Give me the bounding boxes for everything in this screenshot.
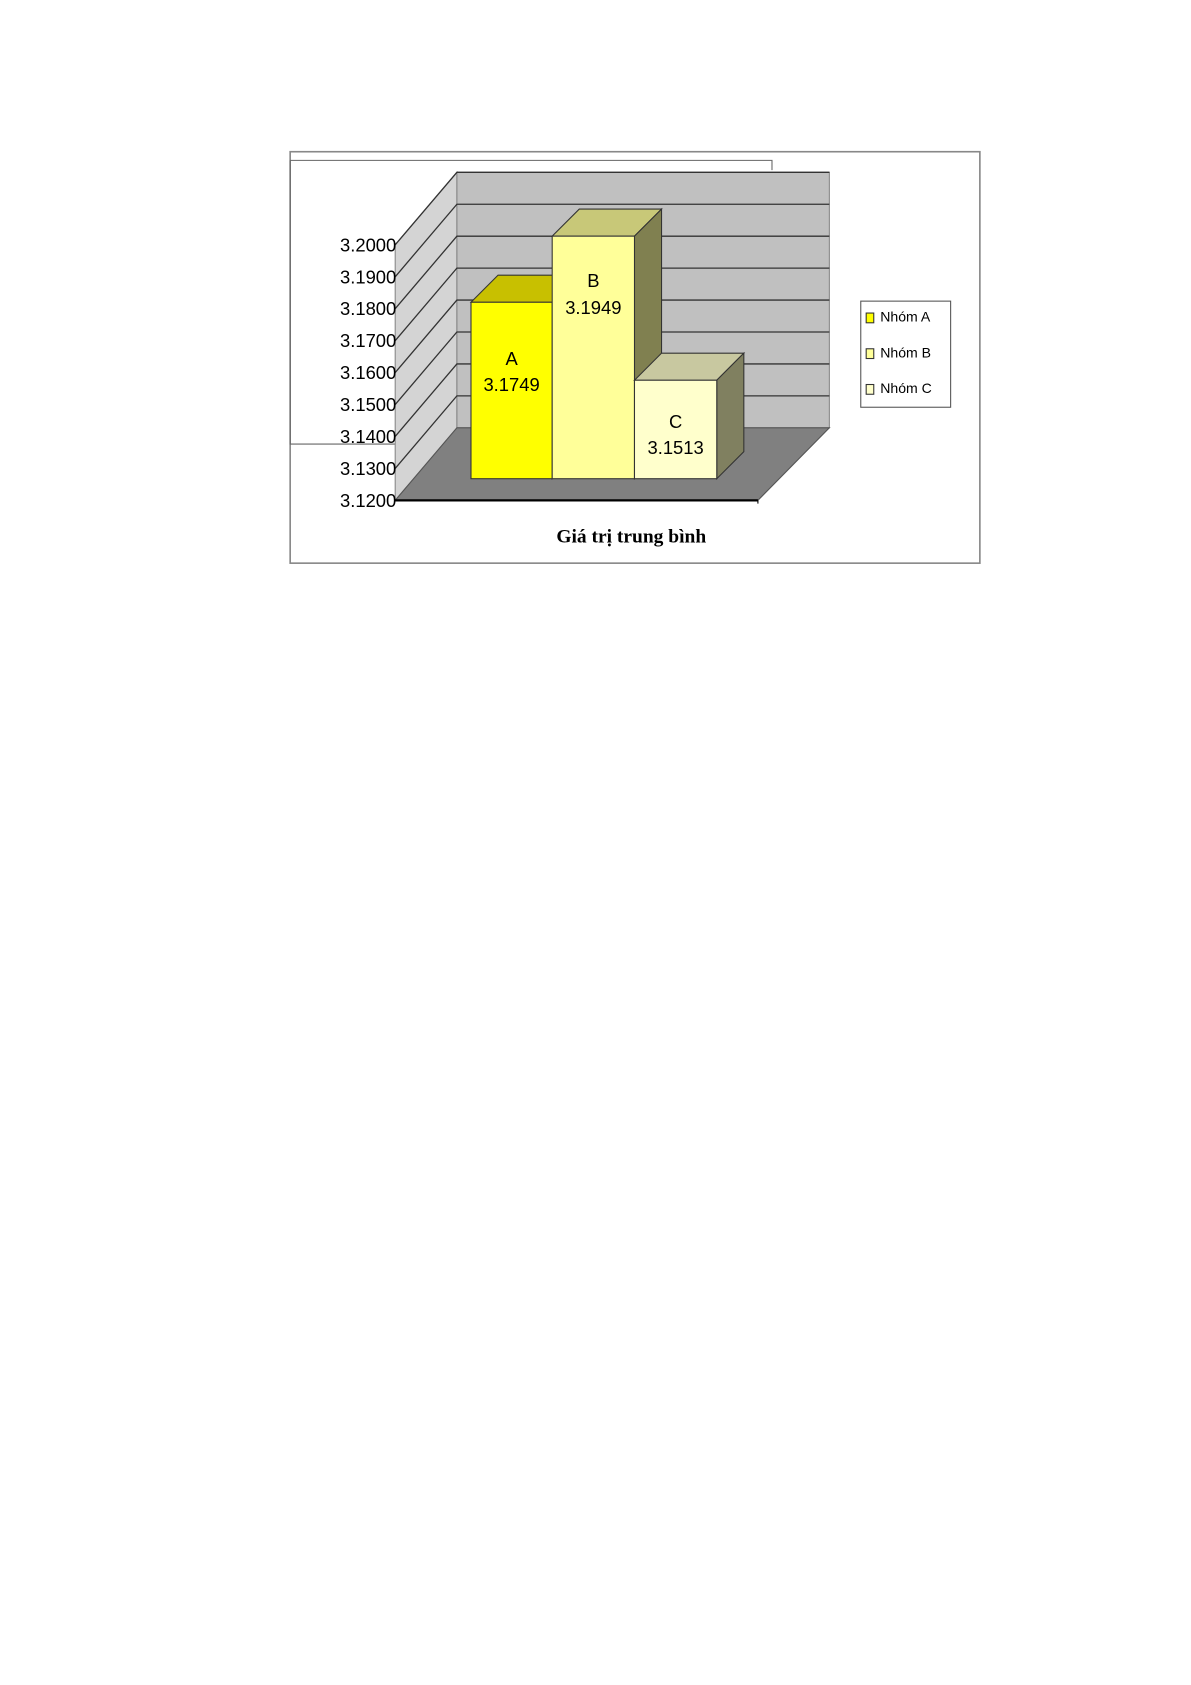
data-label: 3.1949 <box>565 297 621 318</box>
legend-entry: Nhóm C <box>880 380 932 396</box>
data-label: C <box>669 411 682 432</box>
gridline <box>394 267 830 342</box>
plot-area-frame-left <box>289 160 396 445</box>
legend-entry: Nhóm B <box>880 344 931 360</box>
y-tick-label: 3.1700 <box>340 330 396 351</box>
gridline <box>394 171 830 246</box>
data-label: B <box>587 270 599 291</box>
data-label: A <box>505 348 518 369</box>
y-tick-label: 3.1300 <box>340 458 396 479</box>
bar-front-face <box>551 235 636 480</box>
legend-swatch <box>865 348 875 360</box>
gridline <box>394 235 830 310</box>
plot-area-frame <box>290 159 773 171</box>
bar-C: C 3.1513 <box>633 351 746 481</box>
bar-front-face <box>470 301 553 480</box>
y-tick-label: 3.2000 <box>340 234 396 255</box>
data-label: 3.1513 <box>647 437 703 458</box>
legend-swatch <box>865 383 875 395</box>
y-tick-label: 3.1600 <box>340 362 396 383</box>
data-label: 3.1749 <box>483 374 539 395</box>
x-axis-title: Giá trị trung bình <box>556 527 706 548</box>
bar-front-face <box>633 379 718 480</box>
gridline <box>394 203 830 278</box>
legend-entry: Nhóm A <box>880 309 931 325</box>
y-tick-label: 3.1800 <box>340 298 396 319</box>
y-tick-label: 3.1500 <box>340 394 396 415</box>
legend-swatch <box>865 312 875 324</box>
legend: Nhóm A Nhóm B Nhóm C <box>860 300 952 408</box>
y-tick-label: 3.1900 <box>340 266 396 287</box>
gridline <box>394 299 830 374</box>
y-tick-label: 3.1400 <box>340 426 396 447</box>
y-tick-label: 3.1200 <box>340 490 396 511</box>
gridline <box>394 331 830 405</box>
legend-box <box>860 300 952 408</box>
